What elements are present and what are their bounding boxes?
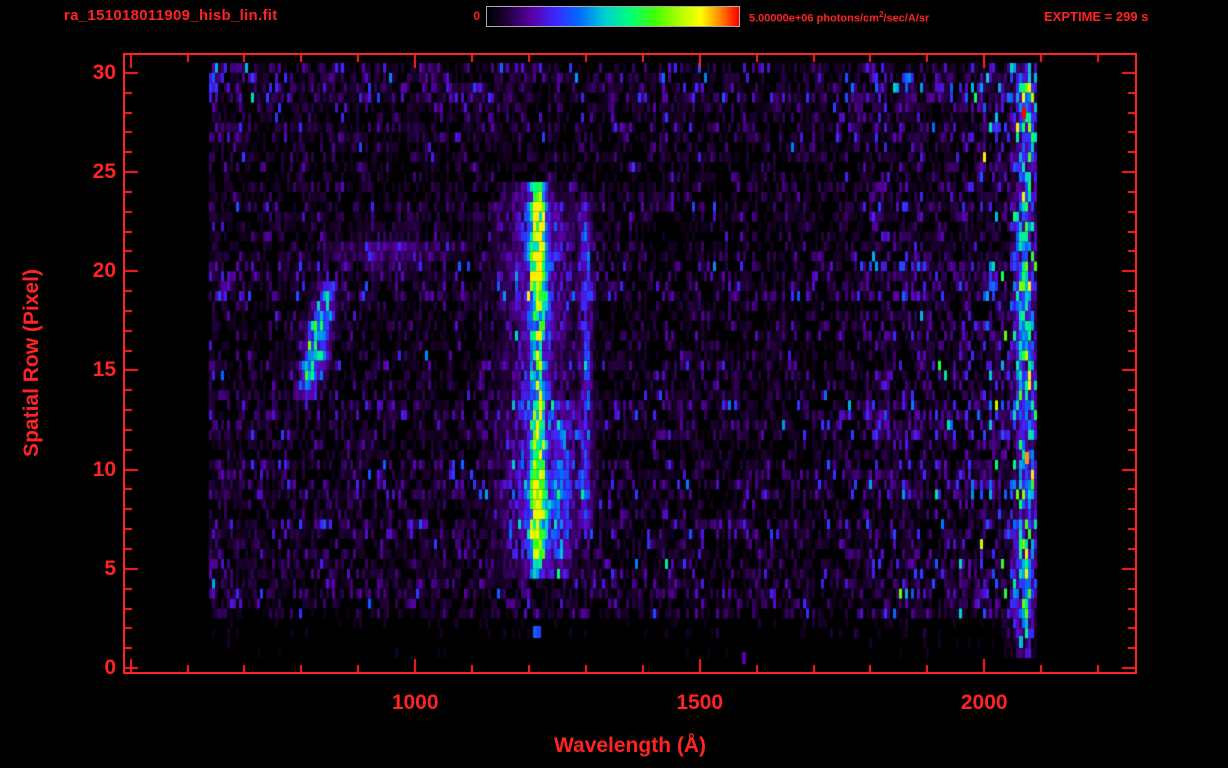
colorbar-max-label: 5.00000e+06 photons/cm2/sec/A/sr xyxy=(749,10,929,25)
y-tick-label: 15 xyxy=(92,358,116,382)
y-tick-label: 10 xyxy=(92,457,116,481)
x-tick-label: 1000 xyxy=(391,691,439,714)
x-tick-label: 1500 xyxy=(676,691,724,714)
colorbar-min-label: 0 xyxy=(473,9,480,23)
y-axis-title: Spatial Row (Pixel) xyxy=(20,269,43,457)
y-tick-label: 20 xyxy=(92,259,116,283)
spectral-heatmap xyxy=(125,55,1135,672)
exptime-label: EXPTIME = 299 s xyxy=(1044,9,1149,24)
flux-exponent: 2 xyxy=(878,10,884,19)
flux-units-tail: /sec/A/sr xyxy=(883,12,930,25)
y-tick-label: 5 xyxy=(104,556,116,580)
plot-frame xyxy=(123,53,1137,674)
colorbar xyxy=(486,6,740,27)
flux-value-units: 5.00000e+06 photons/cm xyxy=(749,12,879,25)
y-tick-label: 30 xyxy=(92,60,116,84)
x-tick-label: 2000 xyxy=(960,691,1008,714)
file-title: ra_151018011909_hisb_lin.fit xyxy=(64,7,278,24)
y-tick-label: 25 xyxy=(92,160,116,184)
x-axis-title: Wavelength (Å) xyxy=(553,734,707,757)
y-tick-label: 0 xyxy=(104,656,116,680)
